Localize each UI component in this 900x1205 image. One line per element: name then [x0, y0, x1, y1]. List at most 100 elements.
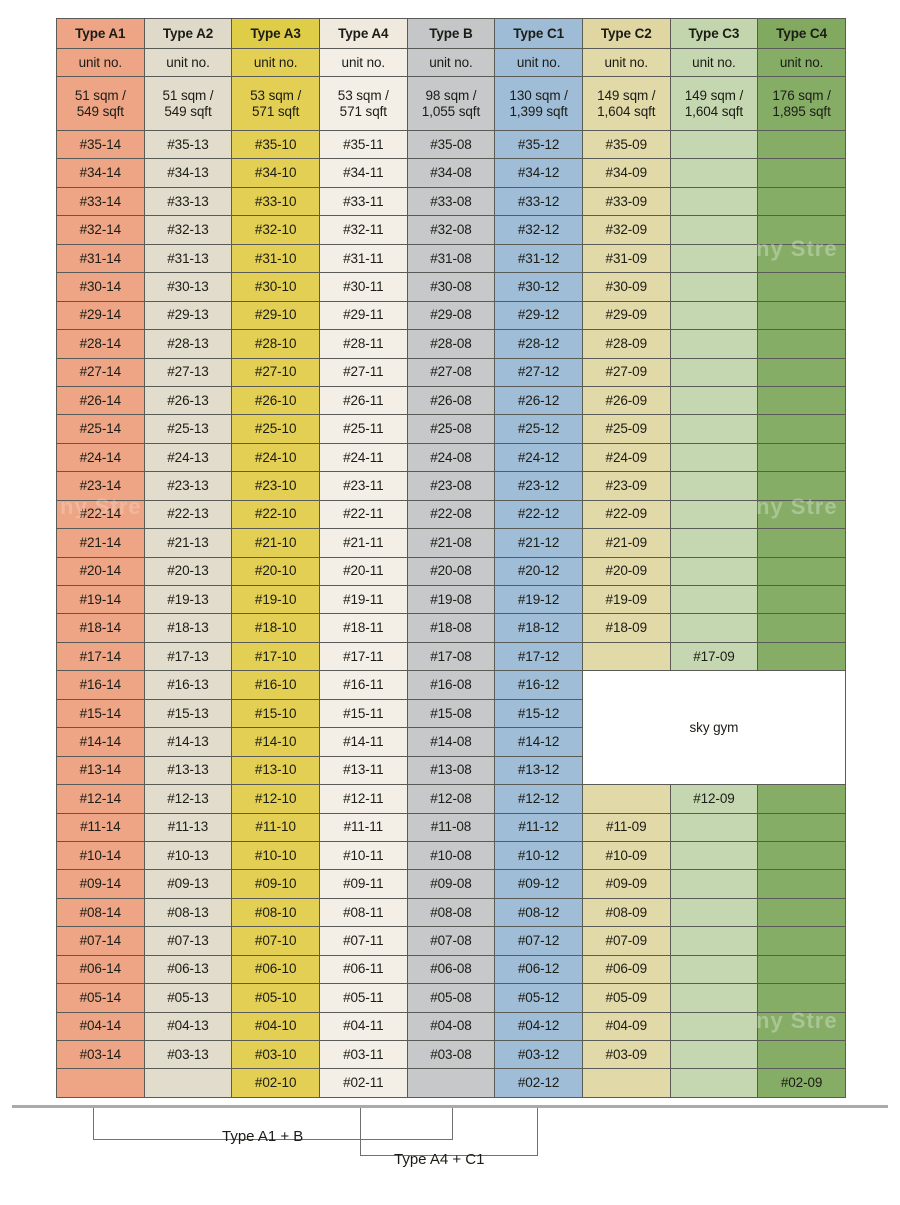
unit-cell: #23-13 — [143, 471, 233, 501]
unit-cell: #12-11 — [318, 784, 408, 814]
unit-cell: #35-14 — [56, 129, 145, 160]
unit-cell: #14-14 — [56, 727, 145, 757]
unit-cell: #31-09 — [581, 243, 671, 274]
unit-cell: #35-08 — [406, 129, 496, 160]
unit-cell: #02-12 — [494, 1068, 583, 1098]
table-row: #20-14 #20-13 #20-10 #20-11 #20-08 #20-12 #20-… — [56, 556, 846, 587]
unit-cell: #22-09 — [581, 499, 671, 530]
unit-cell: #12-08 — [406, 784, 496, 814]
unit-cell: #10-11 — [318, 840, 408, 871]
column-unitno-label-c3: unit no. — [669, 48, 759, 77]
column-unitno-label-b: unit no. — [406, 48, 496, 77]
unit-cell: #04-10 — [231, 1011, 320, 1042]
unit-cell-empty — [757, 414, 846, 444]
unit-cell: #16-10 — [231, 670, 320, 700]
area-sqm-c3: 149 sqm / — [684, 87, 744, 103]
table-row: #10-14 #10-13 #10-10 #10-11 #10-08 #10-12 #10-… — [56, 840, 846, 871]
unit-cell-empty — [669, 869, 759, 899]
unit-cell: #09-10 — [231, 869, 320, 899]
unit-cell: #10-14 — [56, 840, 145, 871]
unit-cell: #17-14 — [56, 641, 145, 672]
unit-cell: #35-10 — [231, 129, 320, 160]
unit-cell-empty — [669, 499, 759, 530]
unit-cell: #28-08 — [406, 329, 496, 359]
unit-cell: #03-08 — [406, 1039, 496, 1070]
unit-cell: #19-10 — [231, 584, 320, 615]
unit-cell: #07-12 — [494, 926, 583, 956]
unit-cell: #27-12 — [494, 357, 583, 387]
unit-cell-empty — [757, 215, 846, 245]
unit-cell: #23-12 — [494, 471, 583, 501]
area-sqft-c1: 1,399 sqft — [509, 103, 568, 119]
unit-cell: #13-12 — [494, 755, 583, 786]
unit-cell: #28-10 — [231, 329, 320, 359]
unit-cell-empty — [757, 272, 846, 302]
unit-cell: #19-09 — [581, 584, 671, 615]
unit-cell: #20-08 — [406, 556, 496, 587]
column-header-c3: Type C3 — [669, 18, 759, 49]
table-row: #18-14 #18-13 #18-10 #18-11 #18-08 #18-12 #18-… — [56, 613, 846, 643]
unit-cell: #08-12 — [494, 897, 583, 928]
table-header-unitno-row: unit no. unit no. unit no. unit no. unit no.… — [56, 48, 846, 77]
unit-cell: #02-10 — [231, 1068, 320, 1098]
unit-cell: #31-14 — [56, 243, 145, 274]
area-sqft-b: 1,055 sqft — [421, 103, 481, 119]
unit-cell-empty — [757, 158, 846, 188]
unit-cell-empty — [757, 1011, 846, 1042]
unit-cell: #28-13 — [143, 329, 233, 359]
unit-cell: #33-09 — [581, 186, 671, 217]
unit-cell: #29-11 — [318, 300, 408, 331]
unit-cell: #19-13 — [143, 584, 233, 615]
unit-cell: #10-12 — [494, 840, 583, 871]
unit-cell: #24-09 — [581, 442, 671, 473]
unit-cell: #30-10 — [231, 272, 320, 302]
unit-cell: #03-13 — [143, 1039, 233, 1070]
unit-cell: #07-09 — [581, 926, 671, 956]
table-row: #27-14 #27-13 #27-10 #27-11 #27-08 #27-12 #27-… — [56, 357, 846, 387]
column-header-c1: Type C1 — [494, 18, 583, 49]
unit-cell: #15-10 — [231, 698, 320, 729]
unit-cell-empty — [669, 1068, 759, 1098]
area-sqft-a1: 549 sqft — [76, 103, 124, 119]
unit-cell: #22-08 — [406, 499, 496, 530]
unit-cell: #13-10 — [231, 755, 320, 786]
column-unitno-label-a4: unit no. — [318, 48, 408, 77]
unit-cell-empty — [669, 186, 759, 217]
unit-cell: #17-13 — [143, 641, 233, 672]
unit-cell: #24-14 — [56, 442, 145, 473]
unit-cell: #07-13 — [143, 926, 233, 956]
table-row: #23-14 #23-13 #23-10 #23-11 #23-08 #23-12 #23-… — [56, 471, 846, 501]
unit-cell-empty — [581, 784, 671, 814]
unit-cell: #10-08 — [406, 840, 496, 871]
unit-cell: #05-10 — [231, 983, 320, 1013]
table-row: #08-14 #08-13 #08-10 #08-11 #08-08 #08-12 #08-… — [56, 897, 846, 928]
unit-cell: #19-12 — [494, 584, 583, 615]
table-row: #03-14 #03-13 #03-10 #03-11 #03-08 #03-12 #03-… — [56, 1039, 846, 1070]
unit-cell-empty — [669, 129, 759, 160]
unit-cell-empty — [757, 1039, 846, 1070]
unit-cell: #09-14 — [56, 869, 145, 899]
unit-cell: #08-14 — [56, 897, 145, 928]
unit-cell: #26-13 — [143, 385, 233, 416]
unit-cell-empty — [143, 1068, 233, 1098]
unit-cell: #30-12 — [494, 272, 583, 302]
unit-cell-empty — [757, 784, 846, 814]
column-header-a1: Type A1 — [56, 18, 145, 49]
unit-cell: #03-14 — [56, 1039, 145, 1070]
unit-cell: #30-08 — [406, 272, 496, 302]
unit-cell: #27-14 — [56, 357, 145, 387]
unit-cell-empty — [757, 584, 846, 615]
unit-cell: #08-11 — [318, 897, 408, 928]
unit-cell: #21-09 — [581, 528, 671, 558]
table-row: #31-14 #31-13 #31-10 #31-11 #31-08 #31-12 #31-… — [56, 243, 846, 274]
unit-cell: #34-14 — [56, 158, 145, 188]
unit-cell: #14-12 — [494, 727, 583, 757]
unit-cell: #27-09 — [581, 357, 671, 387]
unit-cell: #22-14 — [56, 499, 145, 530]
column-header-c2: Type C2 — [581, 18, 671, 49]
unit-cell: #31-12 — [494, 243, 583, 274]
unit-cell-empty — [757, 385, 846, 416]
unit-cell: #15-14 — [56, 698, 145, 729]
unit-cell: #23-11 — [318, 471, 408, 501]
area-sqm-b: 98 sqm / — [425, 87, 477, 103]
